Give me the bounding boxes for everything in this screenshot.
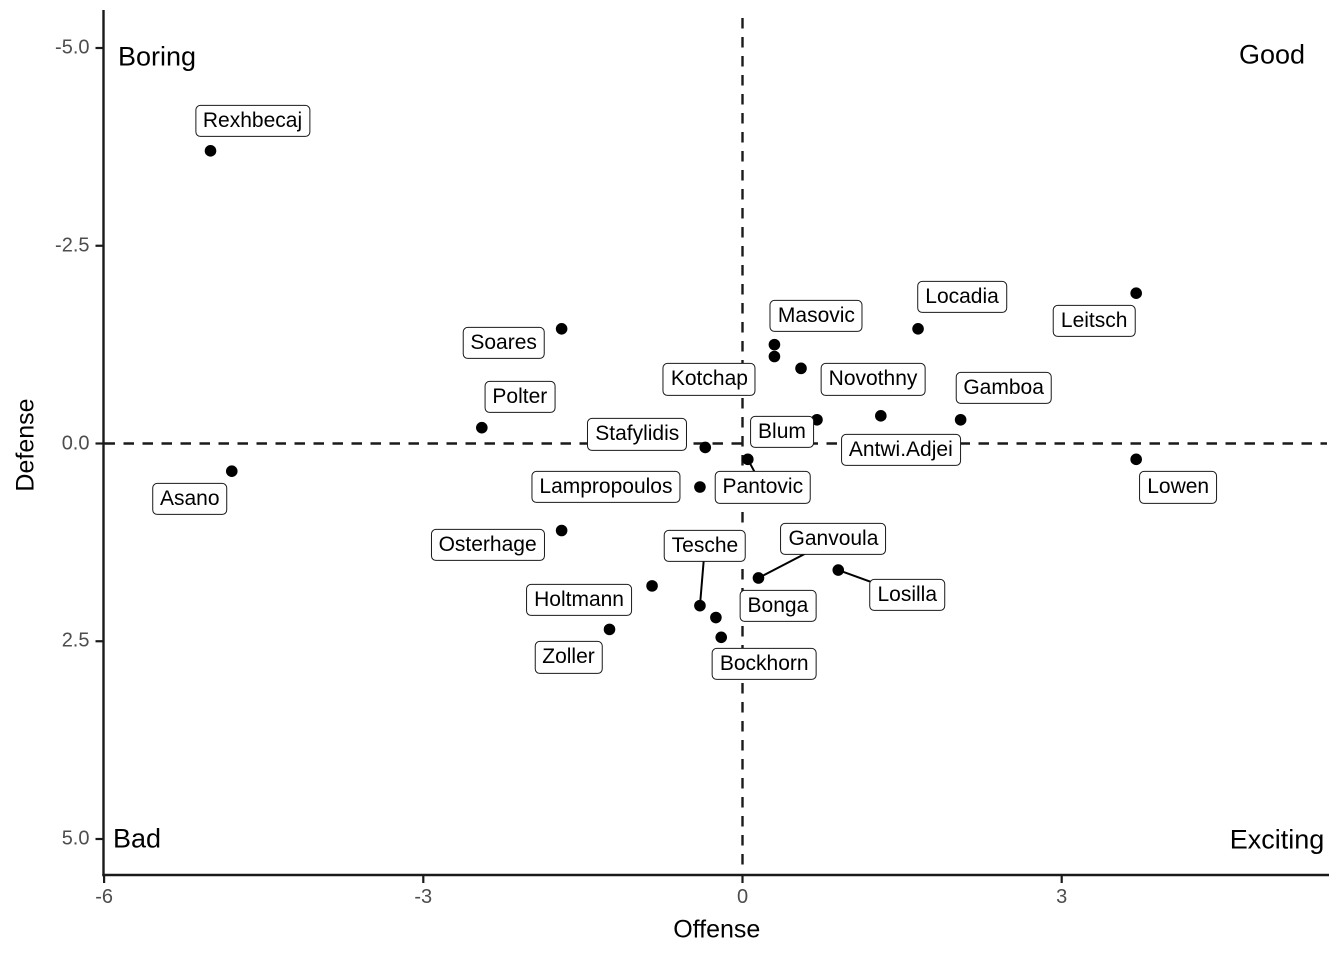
y-tick-label--2.5: -2.5 [55,234,90,257]
player-label-tesche: Tesche [663,529,747,562]
point-lampropoulos [694,481,706,493]
annotation-exciting: Exciting [1229,824,1325,855]
player-label-locadia: Locadia [917,280,1007,313]
player-label-polter: Polter [484,380,556,413]
point-asano [225,465,238,477]
player-label-asano: Asano [151,483,228,516]
annotation-bad: Bad [112,823,162,854]
player-label-lowen: Lowen [1139,471,1218,504]
point-locadia [912,323,924,335]
player-label-antwi.adjei: Antwi.Adjei [840,433,961,466]
player-label-holtmann: Holtmann [526,583,632,616]
x-tick-label-3: 3 [1056,886,1068,908]
player-label-bonga: Bonga [739,589,817,622]
point-kotchap [768,350,781,363]
player-label-bockhorn: Bockhorn [711,648,817,681]
player-label-ganvoula: Ganvoula [780,522,887,556]
point-gamboa [954,413,967,426]
player-label-pantovic: Pantovic [714,471,812,504]
y-tick-label-5.0: 5.0 [61,827,90,850]
y-tick-label-0.0: 0.0 [61,432,90,454]
x-tick-label--6: -6 [95,886,113,908]
player-label-gamboa: Gamboa [955,371,1052,404]
player-label-zoller: Zoller [534,641,603,674]
annotation-good: Good [1238,39,1306,70]
y-tick-label-2.5: 2.5 [61,629,90,652]
point-zoller [603,623,616,636]
point-blum [811,413,823,426]
player-label-lampropoulos: Lampropoulos [531,470,681,504]
player-label-kotchap: Kotchap [662,363,756,396]
point-antwi.adjei [875,410,887,422]
player-label-blum: Blum [750,415,814,448]
point-ganvoula [752,572,765,584]
x-axis-title: Offense [673,915,761,944]
point-soares [555,323,568,335]
point-lowen [1130,453,1142,466]
point-losilla [832,564,845,576]
point-leitsch [1130,287,1142,300]
point-bockhorn [715,631,728,644]
point-bonga [710,611,722,624]
point-pantovic [742,453,754,466]
point-osterhage [555,524,568,537]
player-label-leitsch: Leitsch [1052,305,1136,338]
x-tick-label--3: -3 [414,886,433,908]
point-holtmann [646,580,658,592]
point-polter [476,421,488,434]
point-rexhbecaj [204,145,217,157]
y-axis-title: Defense [11,397,40,492]
point-stafylidis [699,441,712,454]
annotation-boring: Boring [117,41,197,72]
player-label-novothny: Novothny [820,363,926,396]
point-masovic [768,338,781,351]
x-tick-label-0: 0 [736,886,749,908]
y-tick-label--5.0: -5.0 [55,36,90,59]
player-label-rexhbecaj: Rexhbecaj [194,104,311,137]
player-label-stafylidis: Stafylidis [587,418,688,451]
point-tesche [694,599,706,612]
player-label-soares: Soares [462,326,545,359]
point-novothny [795,362,807,375]
player-label-osterhage: Osterhage [430,528,545,561]
player-label-masovic: Masovic [769,299,863,332]
player-label-losilla: Losilla [869,578,946,612]
